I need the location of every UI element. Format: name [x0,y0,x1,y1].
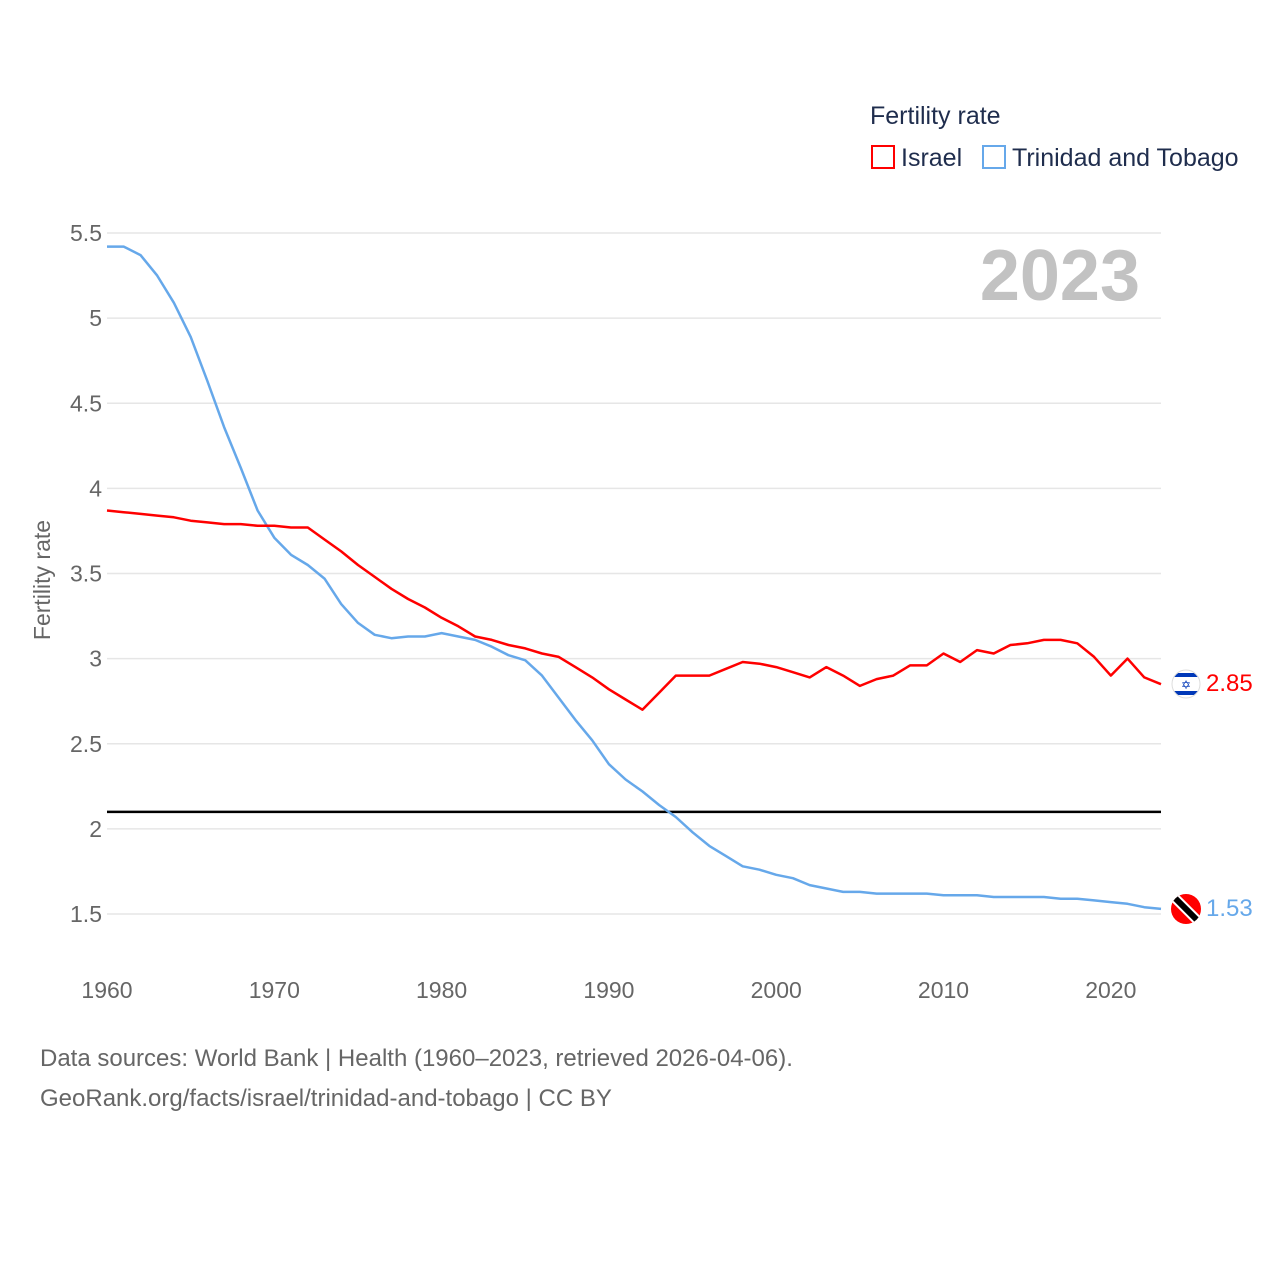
y-tick-label: 2.5 [70,731,102,757]
source-link[interactable]: GeoRank.org/facts/israel/trinidad-and-to… [40,1085,612,1112]
trinidad-flag-icon [1171,894,1201,924]
y-tick-label: 4.5 [70,390,102,416]
year-watermark: 2023 [980,236,1140,316]
y-tick-label: 2 [89,816,102,842]
legend-label-trinidad[interactable]: Trinidad and Tobago [1012,144,1239,172]
y-tick-label: 5 [89,305,102,331]
end-label-israel: 2.85 [1206,670,1253,697]
israel-flag-icon: ✡ [1171,669,1201,699]
x-tick-label: 2010 [918,977,969,1003]
y-tick-label: 1.5 [70,901,102,927]
y-axis: 1.5 2 2.5 3 3.5 4 4.5 5 5.5 [70,220,102,927]
svg-text:✡: ✡ [1181,678,1191,692]
legend-swatch-trinidad[interactable] [982,145,1006,169]
series-line-trinidad-and-tobago[interactable] [107,245,1162,911]
y-tick-label: 3.5 [70,561,102,587]
x-tick-label: 2000 [751,977,802,1003]
legend: Fertility rate Israel Trinidad and Tobag… [870,102,1239,172]
legend-swatch-israel[interactable] [871,145,895,169]
x-tick-label: 1990 [583,977,634,1003]
x-tick-label: 1970 [249,977,300,1003]
grid [107,232,1161,915]
series-line-israel[interactable] [106,509,1162,711]
y-axis-label: Fertility rate [29,520,55,640]
legend-title: Fertility rate [870,102,1001,130]
data-sources: Data sources: World Bank | Health (1960–… [40,1045,793,1072]
x-tick-label: 1980 [416,977,467,1003]
legend-label-israel[interactable]: Israel [901,144,962,172]
x-axis: 1960 1970 1980 1990 2000 2010 2020 [81,977,1136,1003]
y-tick-label: 5.5 [70,220,102,246]
x-tick-label: 2020 [1085,977,1136,1003]
series-lines [106,245,1162,911]
y-tick-label: 4 [89,475,102,501]
y-tick-label: 3 [89,646,102,672]
end-label-trinidad: 1.53 [1206,895,1253,922]
x-tick-label: 1960 [81,977,132,1003]
